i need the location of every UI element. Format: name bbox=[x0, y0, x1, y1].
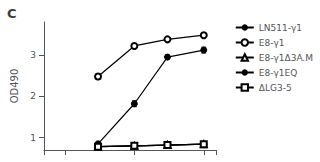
svg-text:LN511-γ1: LN511-γ1 bbox=[259, 23, 302, 33]
svg-text:1: 1 bbox=[30, 133, 36, 143]
svg-text:C: C bbox=[7, 6, 17, 21]
svg-text:OD490: OD490 bbox=[9, 69, 20, 104]
svg-text:2: 2 bbox=[30, 91, 36, 101]
svg-text:3: 3 bbox=[30, 50, 36, 60]
svg-text:E8-γ1Δ3A.M: E8-γ1Δ3A.M bbox=[259, 53, 313, 63]
svg-text:E8-γ1: E8-γ1 bbox=[259, 38, 285, 48]
svg-text:ΔLG3-5: ΔLG3-5 bbox=[259, 83, 292, 93]
svg-text:E8-γ1EQ: E8-γ1EQ bbox=[259, 68, 297, 78]
